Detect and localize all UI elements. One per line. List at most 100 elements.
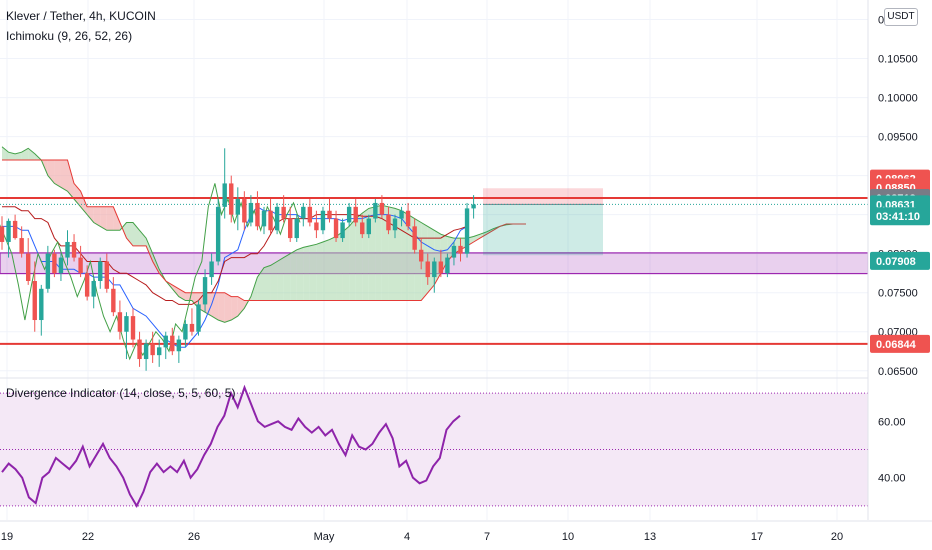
candle-body bbox=[137, 339, 142, 360]
cloud-segment bbox=[421, 222, 428, 301]
candle-body bbox=[45, 253, 51, 289]
candle-body bbox=[261, 210, 267, 227]
cloud-segment bbox=[336, 231, 343, 301]
candle-body bbox=[235, 199, 240, 215]
cloud-segment bbox=[277, 257, 284, 301]
candle-body bbox=[412, 226, 417, 250]
candle bbox=[12, 214, 18, 240]
cloud-segment bbox=[21, 148, 29, 161]
cloud-segment bbox=[231, 296, 238, 321]
cloud-segment bbox=[15, 152, 22, 161]
candle bbox=[412, 218, 417, 254]
price-tick-label: 0.10500 bbox=[878, 54, 918, 66]
candle bbox=[425, 253, 430, 285]
candle bbox=[432, 257, 437, 293]
candle bbox=[274, 202, 280, 235]
candle bbox=[32, 261, 37, 332]
candle-body bbox=[52, 253, 57, 274]
candle-body bbox=[170, 335, 175, 352]
candle-body bbox=[98, 261, 103, 281]
candle-body bbox=[104, 261, 109, 289]
candle bbox=[189, 308, 195, 336]
candle bbox=[314, 210, 319, 239]
senkou-span-b bbox=[2, 159, 526, 301]
cloud-segment bbox=[290, 249, 297, 301]
candle-body bbox=[281, 206, 286, 219]
position-target-area bbox=[483, 204, 603, 256]
currency-button[interactable]: USDT bbox=[884, 8, 918, 26]
candle bbox=[235, 187, 240, 231]
cloud-segment bbox=[218, 292, 225, 323]
candle bbox=[215, 199, 221, 266]
time-tick-label: May bbox=[314, 531, 335, 543]
candle bbox=[360, 214, 365, 239]
ichimoku-legend[interactable]: Ichimoku (9, 26, 52, 26) bbox=[6, 29, 133, 43]
time-tick-label: 10 bbox=[562, 531, 574, 543]
candle-body bbox=[26, 253, 31, 281]
candle-body bbox=[58, 257, 64, 274]
candle bbox=[405, 202, 411, 231]
candle bbox=[124, 312, 129, 360]
candle-body bbox=[117, 312, 123, 332]
candle bbox=[137, 331, 142, 367]
candle-body bbox=[333, 218, 339, 239]
candle-body bbox=[451, 245, 457, 258]
candle bbox=[84, 265, 90, 301]
cloud-segment bbox=[60, 160, 68, 192]
candle bbox=[130, 308, 136, 348]
position-stop-area bbox=[483, 188, 603, 205]
candle-body bbox=[39, 288, 44, 321]
candle-body bbox=[314, 222, 319, 231]
divergence-legend[interactable]: Divergence Indicator (14, close, 5, 5, 6… bbox=[6, 386, 236, 400]
candle-body bbox=[229, 183, 234, 215]
indicator-pane[interactable] bbox=[0, 384, 868, 509]
cloud-segment bbox=[309, 244, 317, 301]
candle-body bbox=[157, 347, 162, 356]
candle-body bbox=[242, 199, 247, 223]
candle bbox=[150, 331, 155, 363]
cloud-segment bbox=[427, 226, 435, 293]
price-tick-label: 0.07500 bbox=[878, 288, 918, 300]
candle bbox=[104, 253, 109, 293]
candle-body bbox=[196, 304, 201, 332]
candle-body bbox=[6, 220, 11, 242]
candle bbox=[451, 241, 457, 266]
time-tick-label: 4 bbox=[404, 531, 410, 543]
candle bbox=[392, 214, 398, 239]
candle-body bbox=[130, 316, 136, 340]
candle-body bbox=[379, 202, 385, 215]
price-tag-label: 03:41:10 bbox=[876, 211, 920, 223]
candle bbox=[170, 327, 175, 356]
candle bbox=[340, 218, 345, 242]
cloud-segment bbox=[303, 245, 310, 301]
candle-body bbox=[268, 210, 273, 231]
candle-body bbox=[425, 261, 430, 278]
price-tag bbox=[870, 251, 930, 270]
candle bbox=[183, 320, 188, 348]
cloud-segment bbox=[264, 265, 271, 301]
candle bbox=[320, 206, 326, 235]
price-tag bbox=[870, 207, 930, 226]
candle bbox=[438, 249, 444, 278]
candle bbox=[117, 300, 123, 340]
candle bbox=[196, 300, 201, 336]
cloud-segment bbox=[113, 206, 120, 231]
cloud-segment bbox=[54, 160, 61, 188]
cloud-segment bbox=[322, 239, 330, 301]
time-tick-label: 20 bbox=[831, 531, 843, 543]
candle-body bbox=[294, 218, 299, 239]
candle-body bbox=[209, 261, 214, 278]
cloud-segment bbox=[211, 292, 219, 321]
cloud-segment bbox=[93, 206, 101, 227]
candle-body bbox=[143, 343, 149, 360]
candle-body bbox=[202, 277, 208, 305]
cloud-segment bbox=[172, 284, 179, 297]
candle-body bbox=[111, 288, 116, 313]
candle-body bbox=[12, 220, 18, 239]
candle bbox=[45, 245, 51, 293]
price-pane[interactable] bbox=[0, 0, 869, 520]
candle bbox=[307, 199, 313, 227]
cloud-segment bbox=[133, 222, 140, 246]
candle bbox=[19, 226, 24, 258]
